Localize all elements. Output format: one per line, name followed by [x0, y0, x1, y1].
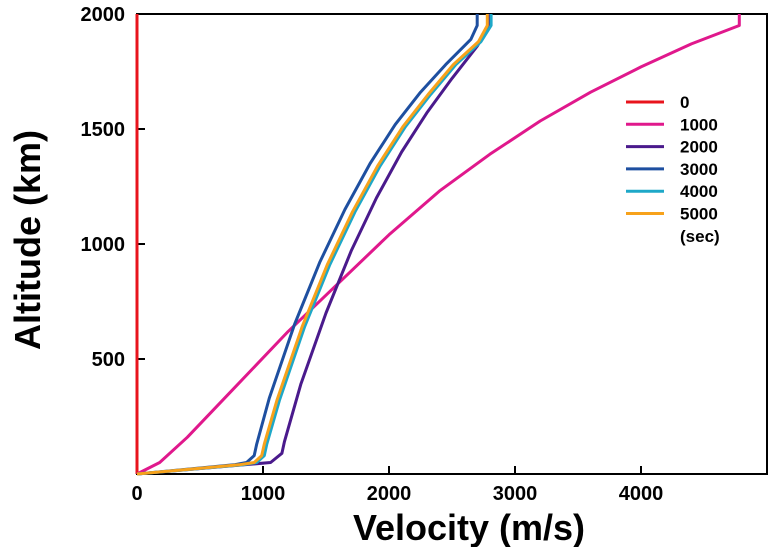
axis-ticks: 0 1000 2000 3000 4000 500 1000 1500 2000	[81, 4, 664, 505]
series-line-5000	[136, 14, 489, 476]
legend-label-1000: 1000	[680, 115, 718, 134]
y-tick-label: 1000	[81, 234, 126, 256]
legend-label-3000: 3000	[680, 160, 718, 179]
x-tick-label: 2000	[367, 483, 412, 505]
legend-label-5000: 5000	[680, 205, 718, 224]
x-axis-title: Velocity (m/s)	[353, 507, 585, 547]
y-tick-label: 500	[92, 349, 125, 371]
plot-frame	[136, 13, 768, 475]
legend-label-4000: 4000	[680, 182, 718, 201]
series-line-3000	[136, 14, 479, 476]
legend-unit-label: (sec)	[680, 227, 720, 246]
series-line-4000	[136, 14, 493, 476]
x-tick-label: 4000	[619, 483, 664, 505]
x-tick-label: 3000	[493, 483, 538, 505]
series-line-1000	[136, 14, 741, 476]
series-line-2000	[136, 14, 492, 476]
y-tick-label: 2000	[81, 4, 126, 26]
x-tick-label: 0	[131, 483, 142, 505]
y-axis-title: Altitude (km)	[7, 130, 48, 350]
x-tick-label: 1000	[241, 483, 286, 505]
legend-label-2000: 2000	[680, 138, 718, 157]
y-tick-label: 1500	[81, 119, 126, 141]
series-lines	[135, 14, 741, 476]
legend: 0 1000 2000 3000 4000 5000 (sec)	[626, 93, 720, 246]
legend-label-0: 0	[680, 93, 689, 112]
